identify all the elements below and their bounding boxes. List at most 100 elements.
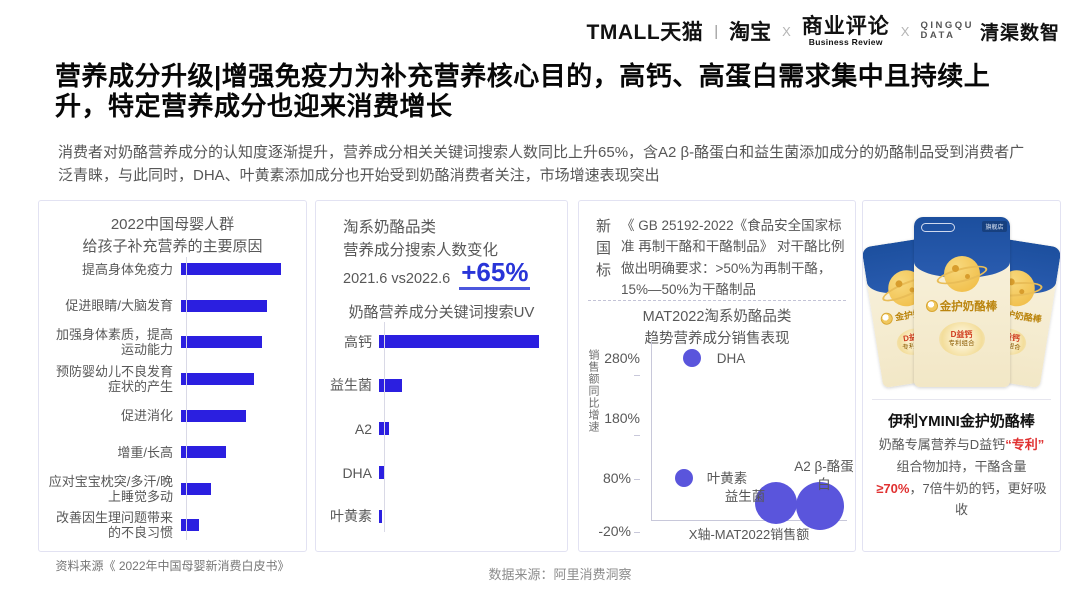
panel1-source: 资料来源《 2022年中国母婴新消费白皮书》	[55, 559, 290, 573]
page-subtitle: 消费者对奶酪营养成分的认知度逐渐提升，营养成分相关关键词搜索人数同比上升65%，…	[58, 144, 1025, 185]
scatter-title: MAT2022淘系奶酪品类 趋势营养成分销售表现	[579, 306, 855, 351]
logo-divider: |	[714, 22, 719, 40]
bar-label: 预防婴幼儿不良发育症状的产生	[55, 363, 173, 395]
divider	[872, 399, 1051, 400]
bar	[379, 422, 389, 436]
cheese-planet-icon	[934, 256, 989, 293]
comparison-row: 2021.6 vs2022.6 +65%	[343, 259, 531, 290]
brand-strip-icon	[920, 223, 955, 232]
scatter-bubble	[795, 482, 844, 531]
business-review-logo: 商业评论 Business Review	[802, 16, 890, 47]
bar	[181, 409, 246, 422]
qingqu-mark-line2: DATA	[920, 30, 956, 42]
bubble-label: 叶黄素	[706, 471, 748, 486]
business-review-en: Business Review	[808, 37, 883, 47]
product-title: 伊利YMINI金护奶酪棒	[888, 413, 1035, 430]
bar-label: DHA	[342, 464, 372, 481]
new-standard-badge: 新国标	[594, 218, 611, 284]
badge-sub: 专利组合	[948, 340, 975, 348]
desc-text: ，7倍牛奶的钙，更好吸收	[909, 480, 1047, 518]
pouch-body: 金护奶酪棒 D益钙 专利组合 YMINI	[914, 298, 1010, 387]
y-tick: 280%	[596, 350, 640, 382]
comparison-period: 2021.6 vs2022.6	[343, 271, 451, 287]
bar-row: A2	[324, 407, 561, 451]
chart-title-line2: 给孩子补充营养的主要原因	[82, 237, 263, 255]
mascot-icon	[925, 300, 938, 313]
scatter-bubble	[683, 349, 702, 367]
panel2-heading-line2: 营养成分搜索人数变化	[343, 242, 499, 260]
bar-row: 促进眼睛/大脑发育	[47, 288, 300, 325]
panel-standard-scatter: 新国标 《 GB 25192-2022《食品安全国家标准 再制干酪和干酪制品》 …	[578, 200, 856, 552]
scatter-bubble	[675, 469, 694, 487]
bar	[181, 519, 199, 532]
bar-label: 促进眼睛/大脑发育	[65, 298, 173, 314]
bar	[181, 373, 254, 386]
standard-text: 《 GB 25192-2022《食品安全国家标准 再制干酪和干酪制品》 对干酪比…	[621, 218, 845, 297]
panel-reasons-chart: 2022中国母婴人群 给孩子补充营养的主要原因 提高身体免疫力促进眼睛/大脑发育…	[38, 200, 307, 552]
pouch-top: 旗舰店	[913, 217, 1010, 293]
bar-row: 预防婴幼儿不良发育症状的产生	[47, 361, 300, 398]
bar-row: 高钙	[324, 320, 561, 364]
bar-label: 高钙	[344, 333, 372, 350]
panel-product: 金护奶酪棒 D益钙 专利组合 YMINI 金护奶酪棒 D益钙 专利组合	[862, 200, 1061, 552]
bar	[379, 335, 539, 349]
bar-row: 提高身体免疫力	[47, 251, 300, 288]
bar-label: 加强身体素质，提高运动能力	[55, 327, 173, 358]
bar	[181, 446, 226, 459]
business-review-cn: 商业评论	[801, 14, 890, 38]
chart-title: 2022中国母婴人群 给孩子补充营养的主要原因	[39, 214, 306, 258]
x-separator: X	[900, 23, 910, 39]
chart-title: 奶酪营养成分关键词搜索UV	[348, 304, 535, 321]
bar-label: 提高身体免疫力	[81, 261, 173, 277]
data-source: 数据来源：阿里消费洞察	[488, 567, 632, 582]
growth-highlight: +65%	[459, 259, 531, 290]
bar-label: A2	[354, 420, 372, 437]
bar-label: 应对宝宝枕突/多汗/晚上睡觉多动	[48, 473, 173, 504]
desc-text: 奶酪专属营养与D益钙	[878, 437, 1006, 452]
product-image: 金护奶酪棒 D益钙 专利组合 YMINI 金护奶酪棒 D益钙 专利组合	[863, 201, 1060, 397]
bar-chart-reasons: 提高身体免疫力促进眼睛/大脑发育加强身体素质，提高运动能力 预防婴幼儿不良发育症状…	[47, 251, 300, 544]
ribbon-label: 旗舰店	[982, 221, 1007, 232]
desc-highlight: “专利”	[1005, 437, 1045, 452]
bar-label: 改善因生理问题带来的不良习惯	[55, 510, 173, 541]
bar-chart-search-uv: 高钙益生菌 A2 DHA 叶黄素	[324, 320, 561, 538]
y-tick: 80%	[596, 470, 640, 486]
bubble-label: 益生菌	[724, 489, 766, 504]
bar-label: 促进消化	[120, 408, 173, 423]
x-axis-label: X轴-MAT2022销售额	[688, 527, 810, 542]
bar-row: 加强身体素质，提高运动能力	[47, 324, 300, 361]
panel2-heading: 淘系奶酪品类 营养成分搜索人数变化	[343, 216, 498, 263]
panel2-heading-line1: 淘系奶酪品类	[343, 219, 437, 236]
scatter-title-line2: 趋势营养成分销售表现	[644, 331, 790, 348]
qingqu-data-logo: QINGQU DATA 清渠数智	[920, 18, 1060, 45]
header-logos: TMALL天猫 | 淘宝 X 商业评论 Business Review X QI…	[587, 16, 1060, 47]
bar-row: 叶黄素	[324, 494, 561, 538]
page-title: 营养成分升级|增强免疫力为补充营养核心目的，高钙、高蛋白需求集中且持续上升，特定…	[55, 61, 991, 121]
bar-label: 增重/长高	[117, 444, 173, 460]
bar	[379, 378, 403, 392]
y-tick: -20%	[596, 523, 640, 539]
scatter-plot-area	[651, 341, 847, 521]
tmall-logo: TMALL天猫	[586, 21, 704, 45]
bar	[181, 299, 267, 312]
qingqu-mark-line1: QINGQU	[920, 20, 974, 32]
package-name: 金护奶酪棒	[939, 301, 998, 314]
badge-top: D益钙	[950, 330, 973, 340]
bubble-label: DHA	[716, 351, 746, 366]
bar-row: 改善因生理问题带来的不良习惯	[47, 507, 300, 544]
bar-row: 应对宝宝枕突/多汗/晚上睡觉多动	[47, 471, 300, 508]
bar	[379, 466, 385, 480]
bar-row: DHA	[324, 451, 561, 495]
chart-title-line1: 2022中国母婴人群	[110, 216, 235, 233]
product-description: 奶酪专属营养与D益钙“专利” 组合物加持，干酪含量 ≥70%，7倍牛奶的钙，更好吸…	[876, 434, 1047, 521]
product-pouch-center: 旗舰店 金护奶酪棒 D益钙 专利组合 YMINI	[913, 217, 1010, 387]
bar	[181, 336, 262, 349]
scatter-bubble	[755, 482, 798, 525]
bar-label: 叶黄素	[330, 508, 372, 525]
qingqu-mark-icon: QINGQU DATA	[920, 21, 974, 41]
dashed-divider	[588, 300, 846, 301]
bar-label: 益生菌	[330, 377, 372, 394]
y-tick: 180%	[596, 410, 640, 442]
bar	[181, 263, 281, 276]
